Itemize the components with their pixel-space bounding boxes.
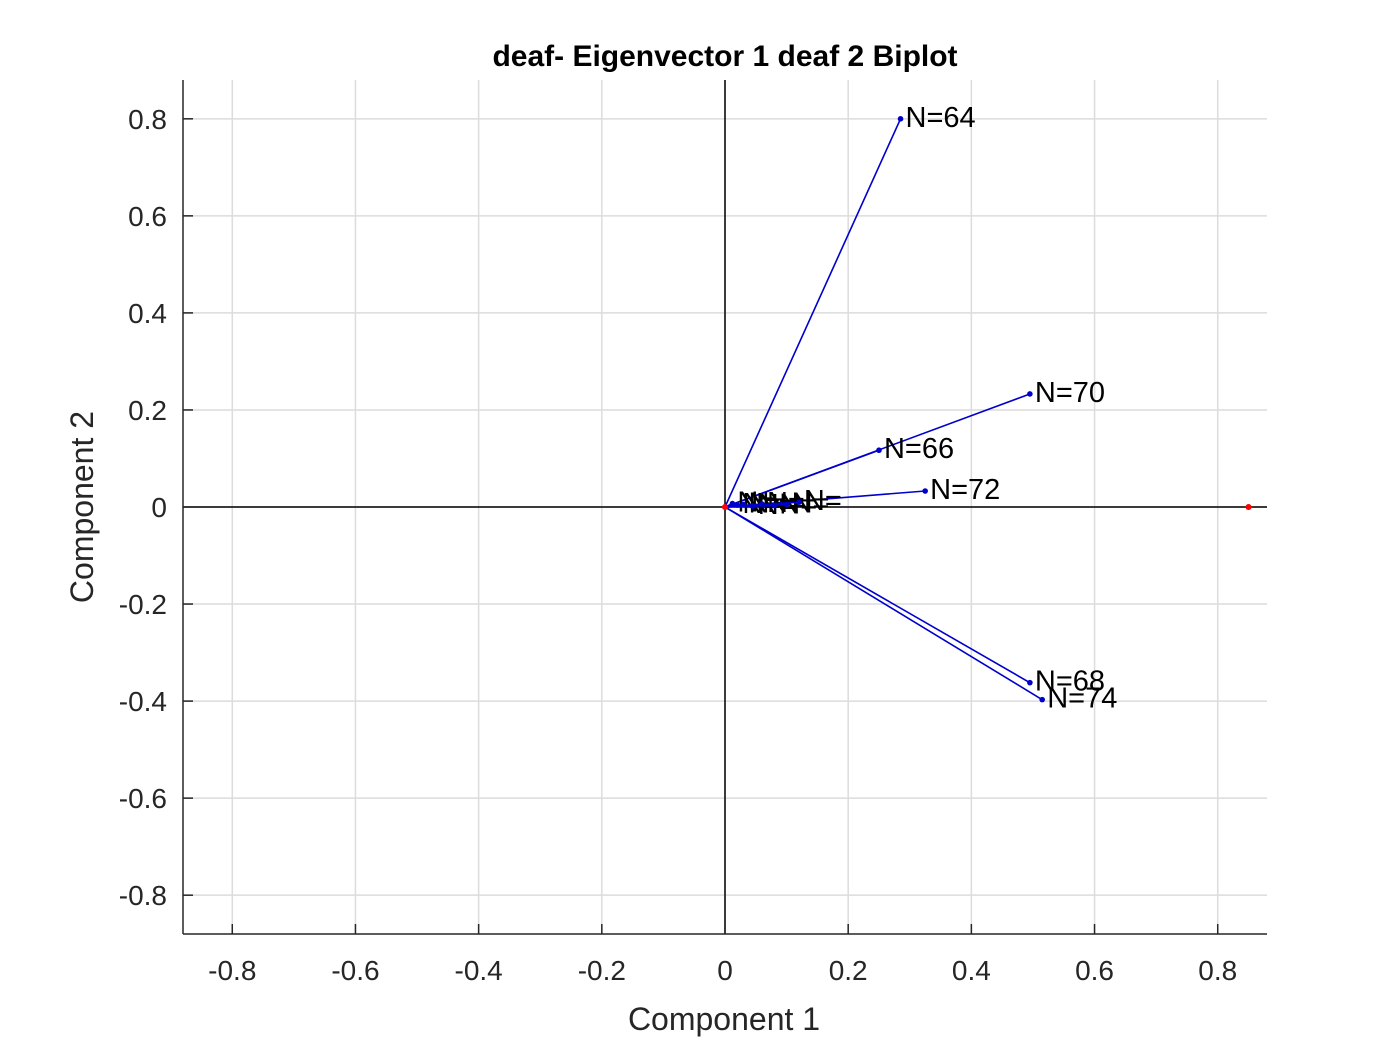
vector-label: N=68 [1035,666,1105,698]
score-point [1245,504,1252,510]
x-tick-label: -0.4 [455,955,503,986]
y-tick-label: 0.8 [128,104,167,135]
x-tick-label: 0.2 [829,955,868,986]
x-tick-label: 0.6 [1075,955,1114,986]
vector-tip [796,499,802,505]
vector-tip [1039,696,1045,703]
loading-vector [724,506,1031,684]
y-tick-label: -0.4 [119,686,167,717]
x-tick-label: -0.8 [208,955,256,986]
y-ticks: -0.8 -0.6 -0.4 -0.2 0 0.2 0.4 0.6 0.8 [119,104,193,911]
x-tick-label: -0.2 [578,955,626,986]
score-point [722,504,728,510]
vector-tip [1027,679,1033,686]
y-tick-label: 0.4 [128,298,167,329]
x-tick-label: 0.8 [1198,955,1237,986]
loading-vector [724,118,902,508]
loading-vectors: N=64N=70N=66N=72N=68N=74N=N=N=N=N=N=N=N= [724,102,1117,715]
vector-label: N=66 [884,433,954,465]
vector-tip [1027,391,1033,397]
y-tick-label: -0.6 [119,783,167,814]
chart-title: deaf- Eigenvector 1 deaf 2 Biplot [492,40,957,73]
vector-label: N=70 [1035,377,1105,409]
y-tick-label: 0 [151,492,167,523]
x-axis-label: Component 1 [628,1001,820,1037]
vector-label: N=72 [930,474,1000,506]
x-ticks: -0.8 -0.6 -0.4 -0.2 0 0.2 0.4 0.6 0.8 [208,924,1237,986]
loading-vector [724,449,880,508]
x-tick-label: 0 [717,955,733,986]
y-tick-label: 0.6 [128,201,167,232]
vector-tip [897,116,904,122]
y-tick-label: 0.2 [128,395,167,426]
loading-vector [724,506,1043,701]
score-points [722,504,1252,510]
vector-label: N=74 [1047,683,1117,715]
vector-tip [922,488,928,494]
y-axis-label: Component 2 [64,411,100,603]
x-tick-label: 0.4 [952,955,991,986]
y-tick-label: -0.8 [119,880,167,911]
vector-label: N= [804,485,842,517]
vector-tip [876,447,882,454]
x-tick-label: -0.6 [331,955,379,986]
vector-label: N=64 [906,102,976,134]
y-tick-label: -0.2 [119,589,167,620]
loading-vector [724,501,799,508]
